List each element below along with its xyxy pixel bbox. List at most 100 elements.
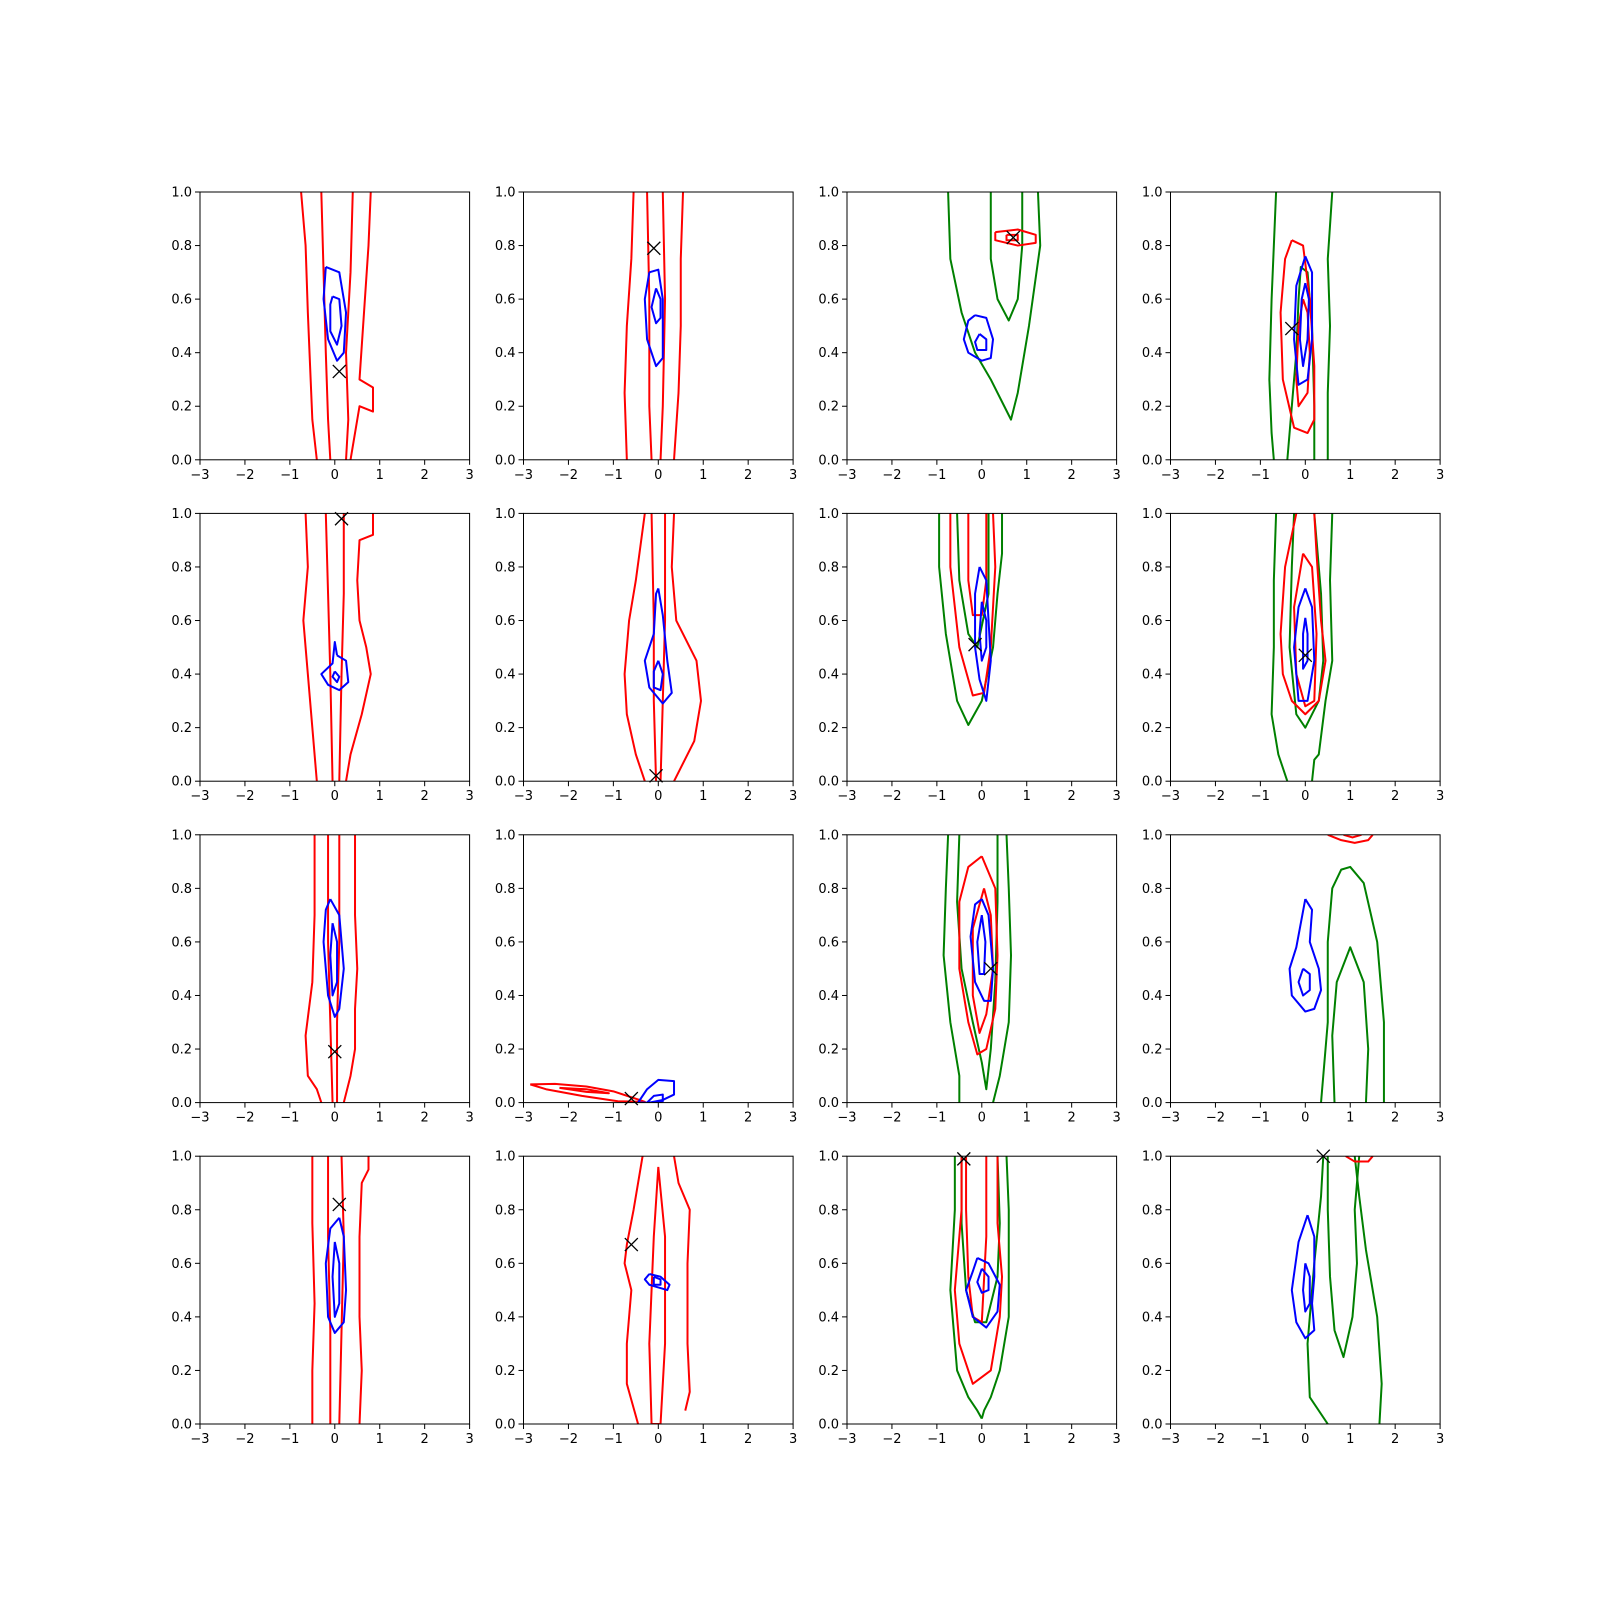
subplot: −3 −2 −1 0 1 2 3 0.0 0.2 0.4 0.6 0.8 1.0 [818, 186, 1120, 483]
x-tick-label: 3 [789, 468, 797, 483]
plot-area [942, 834, 1013, 1103]
y-tick-label: 0.0 [1142, 453, 1163, 468]
contour-line [1353, 1156, 1383, 1424]
contour-line [327, 834, 334, 1103]
contour-line [304, 834, 323, 1103]
y-tick-label: 0.6 [171, 614, 192, 629]
y-tick-label: 0.0 [818, 1418, 839, 1433]
contour-line [1320, 865, 1385, 1103]
x-tick-label: 2 [421, 1432, 429, 1447]
x-tick-label: −3 [837, 468, 856, 483]
plot-area [623, 1156, 691, 1424]
y-tick-label: 0.4 [1142, 346, 1163, 361]
x-tick-label: 1 [1023, 468, 1031, 483]
y-tick-label: 0.6 [818, 293, 839, 308]
marker [327, 1044, 342, 1059]
x-tick-label: 0 [978, 789, 986, 804]
contour-line [1302, 1263, 1311, 1313]
y-tick-label: 0.8 [171, 1203, 192, 1218]
plot-area [311, 1156, 370, 1424]
contour-line [331, 1241, 341, 1318]
contour-line [338, 1156, 345, 1424]
contour-line [1326, 1156, 1361, 1359]
x-tick-label: 1 [699, 1111, 707, 1126]
x-tick-label: −1 [604, 468, 623, 483]
y-tick-label: 1.0 [1142, 186, 1163, 201]
contour-line [673, 1156, 691, 1411]
x-tick-label: 0 [1301, 1432, 1309, 1447]
x-tick-label: 1 [376, 468, 384, 483]
contour-line [971, 888, 995, 1034]
marker [624, 1237, 639, 1252]
y-tick-label: 1.0 [1142, 507, 1163, 522]
x-tick-label: −1 [280, 789, 299, 804]
x-tick-label: 2 [1068, 1432, 1076, 1447]
y-tick-label: 0.4 [1142, 989, 1163, 1004]
x-tick-label: 3 [1436, 1432, 1444, 1447]
y-tick-label: 0.6 [1142, 935, 1163, 950]
x-tick-label: −3 [837, 1111, 856, 1126]
contour-line [336, 834, 341, 1103]
x-tick-label: −1 [1251, 468, 1270, 483]
x-tick-label: 3 [1112, 468, 1120, 483]
y-tick-label: 0.8 [818, 882, 839, 897]
y-tick-label: 0.6 [171, 1257, 192, 1272]
marker [334, 511, 349, 526]
contour-line [1298, 282, 1310, 368]
contour-line [327, 1156, 332, 1424]
marker [1284, 321, 1299, 336]
plot-area [300, 192, 374, 460]
subplot: −3 −2 −1 0 1 2 3 0.0 0.2 0.4 0.6 0.8 1.0 [171, 507, 473, 804]
plot-area [304, 834, 359, 1103]
x-tick-label: 0 [978, 1111, 986, 1126]
y-tick-label: 0.4 [818, 668, 839, 683]
x-tick-label: 3 [465, 789, 473, 804]
x-tick-label: 1 [699, 468, 707, 483]
y-tick-label: 0.2 [171, 721, 192, 736]
y-tick-label: 0.8 [1142, 560, 1163, 575]
y-tick-label: 0.0 [818, 453, 839, 468]
contour-line [331, 670, 341, 684]
x-tick-label: −2 [882, 1432, 901, 1447]
contour-line [623, 513, 646, 782]
contour-line [967, 513, 988, 617]
contour-line [652, 660, 664, 692]
x-tick-label: −1 [604, 1432, 623, 1447]
x-tick-label: 0 [331, 468, 339, 483]
x-tick-label: 0 [978, 468, 986, 483]
marker [983, 961, 998, 976]
x-tick-label: −2 [235, 1111, 254, 1126]
y-tick-label: 0.6 [171, 935, 192, 950]
contour-line [358, 1156, 370, 1424]
y-tick-label: 0.6 [1142, 1257, 1163, 1272]
contour-line [311, 1156, 316, 1424]
contour-line [643, 268, 664, 368]
y-tick-label: 1.0 [171, 186, 192, 201]
contour-line [643, 587, 673, 705]
x-tick-label: −2 [559, 789, 578, 804]
plot-area [1268, 192, 1334, 460]
plot-area [623, 192, 685, 460]
x-tick-label: 1 [1346, 1111, 1354, 1126]
contour-line [652, 1275, 662, 1286]
x-tick-label: −1 [604, 1111, 623, 1126]
x-tick-label: −3 [514, 1111, 533, 1126]
y-tick-label: 0.8 [818, 239, 839, 254]
x-tick-label: −1 [927, 468, 946, 483]
y-tick-label: 0.4 [818, 1310, 839, 1325]
y-tick-label: 0.8 [495, 882, 516, 897]
y-tick-label: 0.2 [495, 1364, 516, 1379]
y-tick-label: 0.0 [1142, 775, 1163, 790]
x-tick-label: 1 [376, 1111, 384, 1126]
contour-line [949, 513, 997, 697]
x-tick-label: 1 [1346, 468, 1354, 483]
y-tick-label: 0.2 [1142, 1364, 1163, 1379]
y-tick-label: 0.0 [1142, 1096, 1163, 1111]
y-tick-label: 0.8 [1142, 1203, 1163, 1218]
x-tick-label: −1 [280, 468, 299, 483]
y-tick-label: 0.6 [818, 1257, 839, 1272]
contour-line [1343, 834, 1362, 839]
subplot: −3 −2 −1 0 1 2 3 0.0 0.2 0.4 0.6 0.8 1.0 [495, 186, 797, 483]
y-tick-label: 0.4 [495, 1310, 516, 1325]
